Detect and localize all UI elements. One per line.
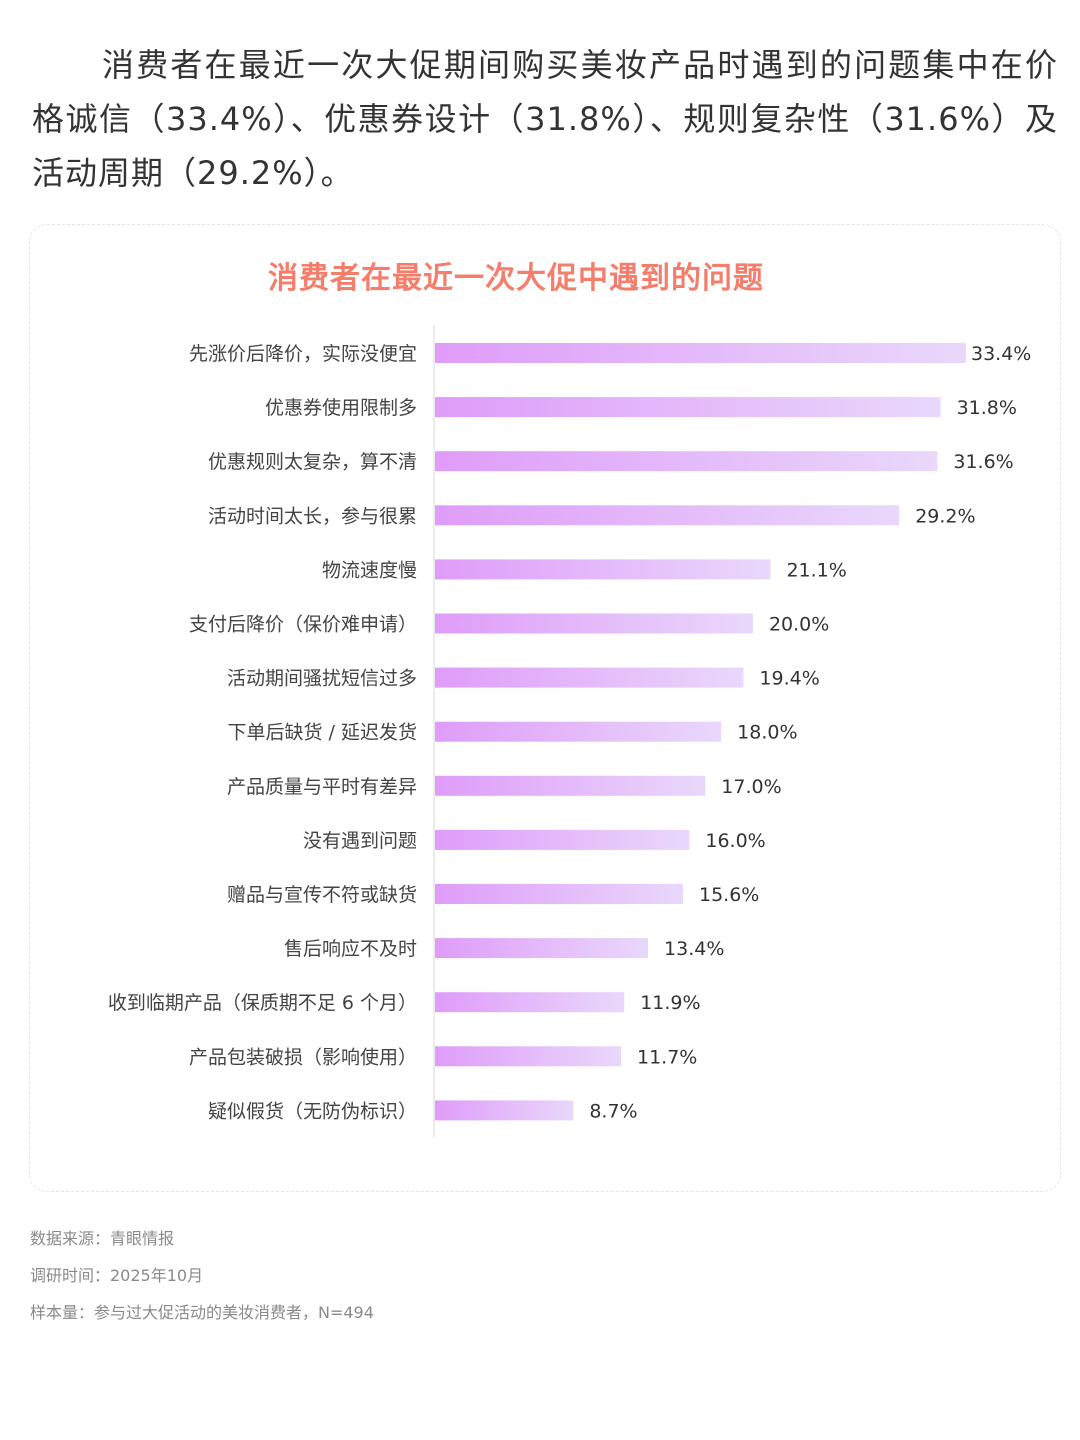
bar — [435, 721, 722, 742]
category-label: 售后响应不及时 — [284, 938, 417, 960]
value-label: 11.7% — [637, 1046, 697, 1068]
value-label: 11.9% — [640, 992, 700, 1014]
bar — [435, 613, 753, 634]
bar-chart: 先涨价后降价，实际没便宜 33.4% 优惠券使用限制多 31.8% 优惠规则太复杂，算不… — [108, 325, 1031, 1137]
value-label: 17.0% — [721, 776, 781, 798]
bar — [435, 1100, 574, 1121]
data-source-note: 数据来源：青眼情报 — [30, 1229, 175, 1248]
value-label: 20.0% — [769, 614, 829, 636]
bar — [435, 667, 744, 688]
bar — [435, 938, 649, 959]
bar — [435, 397, 941, 418]
category-label: 活动期间骚扰短信过多 — [227, 668, 417, 690]
value-label: 15.6% — [699, 884, 759, 906]
bar — [435, 505, 900, 526]
category-label: 没有遇到问题 — [303, 830, 417, 852]
bar — [435, 829, 690, 850]
chart-card: 消费者在最近一次大促中遇到的问题 先涨价后降价，实际没便宜 33.4% 优惠券使用限… — [29, 224, 1061, 1192]
value-label: 21.1% — [786, 559, 846, 581]
bar — [435, 451, 938, 472]
value-label: 8.7% — [589, 1100, 637, 1122]
category-label: 支付后降价（保价难申请） — [189, 614, 417, 636]
category-label: 赠品与宣传不符或缺货 — [227, 884, 417, 906]
chart-title: 消费者在最近一次大促中遇到的问题 — [268, 261, 764, 296]
category-label: 下单后缺货 / 延迟发货 — [228, 722, 417, 744]
bar — [435, 992, 625, 1013]
category-label: 优惠券使用限制多 — [265, 397, 417, 419]
sample-size-note: 样本量：参与过大促活动的美妆消费者，N=494 — [30, 1303, 374, 1322]
category-label: 优惠规则太复杂，算不清 — [208, 451, 417, 473]
bar — [435, 775, 706, 796]
value-label: 16.0% — [705, 830, 765, 852]
value-label: 19.4% — [759, 668, 819, 690]
bar — [435, 884, 684, 904]
value-label: 31.8% — [957, 397, 1017, 419]
bar — [435, 343, 966, 363]
category-label: 产品质量与平时有差异 — [227, 776, 417, 798]
category-label: 产品包装破损（影响使用） — [189, 1046, 417, 1068]
category-label: 先涨价后降价，实际没便宜 — [189, 343, 417, 365]
category-label: 物流速度慢 — [322, 559, 417, 581]
category-label: 活动时间太长，参与很累 — [208, 505, 417, 527]
value-label: 13.4% — [664, 938, 724, 960]
category-label: 收到临期产品（保质期不足 6 个月） — [108, 992, 417, 1014]
value-label: 18.0% — [737, 722, 797, 744]
value-label: 33.4% — [971, 343, 1031, 365]
category-label: 疑似假货（无防伪标识） — [208, 1100, 417, 1122]
survey-time-note: 调研时间：2025年10月 — [30, 1266, 204, 1285]
intro-paragraph: 消费者在最近一次大促期间购买美妆产品时遇到的问题集中在价格诚信（33.4%）、优… — [32, 46, 1058, 192]
bar — [435, 559, 771, 580]
value-label: 29.2% — [915, 505, 975, 527]
footnotes: 数据来源：青眼情报 调研时间：2025年10月 样本量：参与过大促活动的美妆消费… — [30, 1220, 374, 1331]
bar — [435, 1046, 622, 1067]
value-label: 31.6% — [953, 451, 1013, 473]
